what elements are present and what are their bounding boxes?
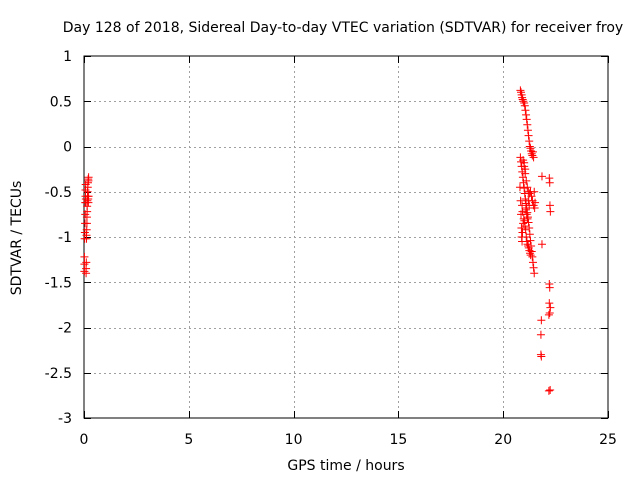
data-point bbox=[522, 176, 531, 185]
data-point bbox=[523, 214, 532, 223]
data-point bbox=[516, 196, 525, 205]
data-point bbox=[546, 303, 555, 312]
data-point bbox=[528, 151, 537, 160]
data-point bbox=[80, 260, 89, 269]
data-point bbox=[81, 194, 90, 203]
data-point bbox=[524, 196, 533, 205]
data-point bbox=[84, 173, 93, 182]
data-point bbox=[80, 252, 89, 261]
data-point bbox=[537, 352, 546, 361]
y-tick-label: 1 bbox=[63, 49, 72, 65]
data-point bbox=[545, 299, 554, 308]
data-point bbox=[521, 165, 530, 174]
data-point bbox=[524, 242, 533, 251]
data-point bbox=[523, 126, 532, 135]
y-tick-label: -2.5 bbox=[45, 366, 72, 382]
data-point bbox=[521, 205, 530, 214]
data-point bbox=[523, 120, 532, 129]
data-point bbox=[525, 201, 534, 210]
y-tick-label: 0.5 bbox=[50, 94, 72, 110]
data-point bbox=[518, 95, 527, 104]
x-tick-label: 25 bbox=[599, 432, 617, 448]
data-point bbox=[521, 106, 530, 115]
data-point bbox=[517, 223, 526, 232]
data-point bbox=[518, 207, 527, 216]
data-point bbox=[522, 210, 531, 219]
x-tick-label: 5 bbox=[184, 432, 193, 448]
data-point bbox=[516, 86, 525, 95]
x-axis-label: GPS time / hours bbox=[287, 458, 404, 474]
y-tick-label: -2 bbox=[58, 321, 72, 337]
data-point bbox=[520, 158, 529, 167]
data-point bbox=[536, 330, 545, 339]
data-point bbox=[545, 178, 554, 187]
data-point bbox=[530, 269, 539, 278]
x-tick-label: 0 bbox=[80, 432, 89, 448]
data-point bbox=[524, 131, 533, 140]
data-point bbox=[527, 192, 536, 201]
axis-ticks bbox=[84, 56, 609, 419]
data-point bbox=[529, 263, 538, 272]
data-point bbox=[522, 233, 531, 241]
data-point bbox=[537, 172, 546, 181]
y-tick-label: -0.5 bbox=[45, 185, 72, 201]
y-tick-label: 0 bbox=[63, 140, 72, 156]
data-point bbox=[528, 258, 537, 267]
data-point bbox=[82, 258, 91, 267]
y-tick-label: -3 bbox=[58, 411, 72, 427]
data-point bbox=[520, 222, 529, 231]
data-point bbox=[521, 225, 530, 234]
x-tick-label: 15 bbox=[389, 432, 407, 448]
data-point bbox=[523, 240, 532, 249]
data-point bbox=[515, 183, 524, 192]
y-tick-label: -1 bbox=[58, 230, 72, 246]
data-point bbox=[545, 283, 554, 292]
x-tick-label: 20 bbox=[494, 432, 512, 448]
y-axis-label: SDTVAR / TECUs bbox=[9, 181, 25, 296]
data-point bbox=[524, 218, 533, 227]
data-point bbox=[522, 115, 531, 124]
data-point bbox=[526, 249, 535, 258]
data-point bbox=[528, 147, 537, 156]
data-point bbox=[527, 149, 536, 158]
y-tick-labels: -3 -2.5 -2 -1.5 -1 -0.5 0 0.5 1 bbox=[45, 49, 72, 427]
data-point bbox=[537, 240, 546, 249]
data-point bbox=[544, 310, 553, 319]
data-point bbox=[529, 153, 538, 162]
data-point bbox=[520, 101, 529, 110]
data-point bbox=[545, 309, 554, 318]
data-point bbox=[544, 386, 553, 395]
data-point bbox=[518, 93, 527, 102]
data-point bbox=[546, 207, 555, 216]
data-point bbox=[525, 142, 534, 151]
data-point bbox=[530, 187, 539, 196]
data-point bbox=[546, 385, 555, 394]
x-tick-label: 10 bbox=[285, 432, 303, 448]
x-tick-labels: 0 5 10 15 20 25 bbox=[80, 432, 617, 448]
chart-title: Day 128 of 2018, Sidereal Day-to-day VTE… bbox=[63, 20, 623, 36]
data-point bbox=[531, 198, 540, 207]
data-point bbox=[525, 223, 534, 232]
data-point bbox=[526, 251, 535, 260]
data-point bbox=[537, 316, 546, 325]
data-point bbox=[522, 110, 531, 119]
data-point bbox=[525, 137, 534, 146]
data-point bbox=[519, 97, 528, 106]
data-point bbox=[523, 183, 532, 192]
y-tick-label: -1.5 bbox=[45, 275, 72, 291]
data-points bbox=[80, 86, 555, 395]
